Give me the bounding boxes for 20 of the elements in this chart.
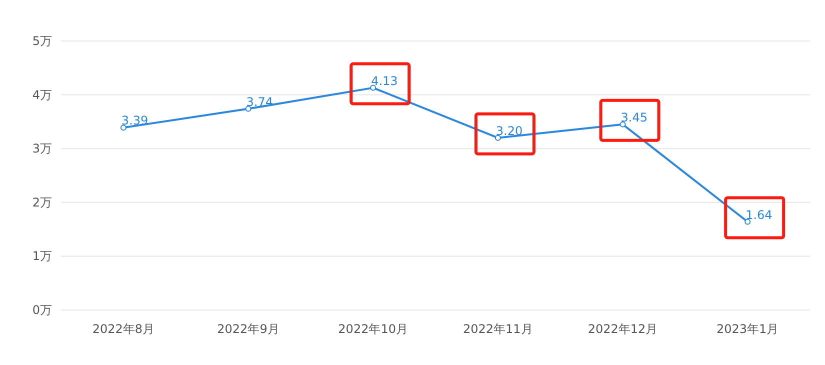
y-tick-label: 0万 bbox=[32, 303, 52, 317]
point bbox=[744, 218, 751, 225]
data-label: 3.20 bbox=[496, 124, 523, 138]
x-tick-label: 2022年8月 bbox=[92, 322, 155, 336]
data-label: 3.74 bbox=[246, 94, 273, 109]
y-tick-label: 1万 bbox=[32, 249, 52, 264]
y-tick-label: 3万 bbox=[32, 142, 52, 156]
x-tick-label: 2023年1月 bbox=[716, 322, 779, 336]
x-tick-label: 2022年9月 bbox=[217, 322, 280, 336]
point bbox=[120, 124, 126, 131]
x-tick-label: 2022年11月 bbox=[463, 322, 533, 336]
data-label: 1.64 bbox=[746, 208, 772, 222]
y-tick-label: 2万 bbox=[32, 195, 52, 210]
data-label: 3.39 bbox=[121, 114, 148, 128]
data-label: 4.13 bbox=[371, 74, 398, 88]
x-tick-label: 2022年10月 bbox=[338, 322, 408, 336]
y-tick-label: 5万 bbox=[32, 34, 52, 48]
data-label: 3.45 bbox=[620, 110, 648, 124]
y-tick-label: 4万 bbox=[32, 88, 52, 102]
x-tick-label: 2022年12月 bbox=[588, 322, 658, 336]
